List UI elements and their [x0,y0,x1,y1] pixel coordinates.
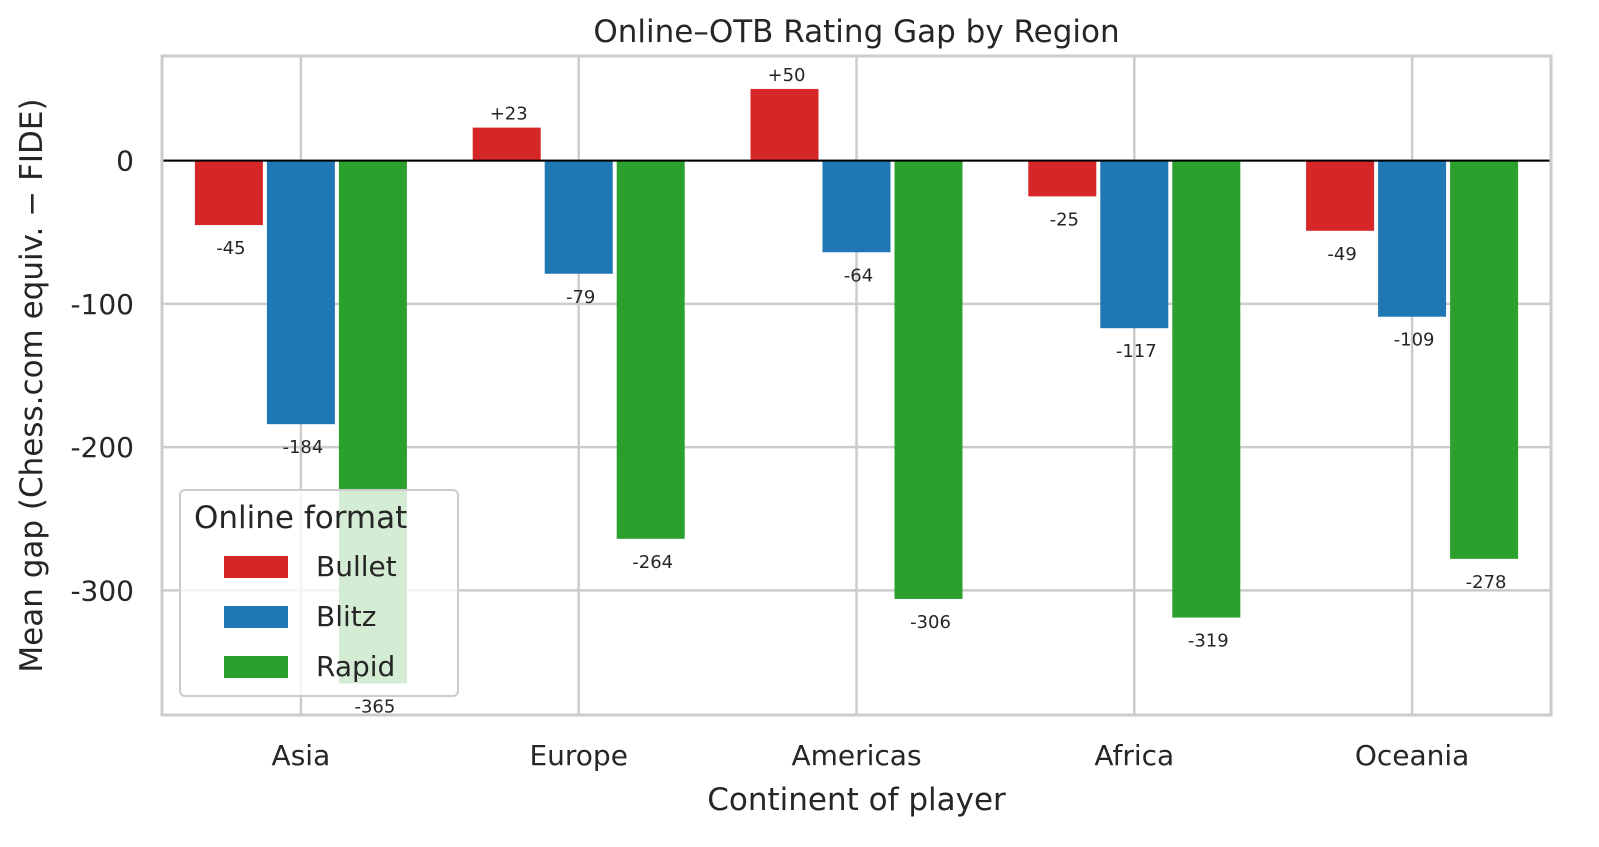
data-label-bullet-americas: +50 [768,65,806,86]
data-label-rapid-asia: -365 [354,696,395,717]
bar-bullet-americas[interactable] [750,88,819,161]
y-tick-label: -100 [70,288,134,321]
data-label-blitz-europe: -79 [566,287,595,308]
data-label-bullet-europe: +23 [490,104,528,125]
bar-blitz-oceania[interactable] [1378,160,1447,317]
data-label-blitz-americas: -64 [844,265,873,286]
bar-blitz-americas[interactable] [822,160,891,253]
bar-bullet-asia[interactable] [194,160,263,226]
legend-swatch-bullet [224,556,288,578]
x-tick-label-oceania: Oceania [1355,739,1470,772]
bar-blitz-africa[interactable] [1100,160,1169,329]
chart-title: Online–OTB Rating Gap by Region [593,14,1119,50]
plot-frame [160,54,1553,717]
data-label-rapid-africa: -319 [1188,631,1229,652]
bar-rapid-oceania[interactable] [1450,160,1519,559]
data-label-bullet-oceania: -49 [1327,244,1356,265]
bar-bullet-africa[interactable] [1028,160,1097,197]
plot-area: -45 -184 -365 +23 -79 -264 +50 -64 -306 -25 -117 -3… [70,54,1553,772]
legend[interactable]: Online format Bullet Blitz Rapid [179,489,459,697]
legend-swatch-blitz [224,606,288,628]
x-tick-label-europe: Europe [529,739,627,772]
data-label-rapid-oceania: -278 [1466,572,1507,593]
x-tick-label-africa: Africa [1094,739,1174,772]
y-axis-label: Mean gap (Chess.com equiv. − FIDE) [14,98,50,672]
bar-rapid-americas[interactable] [894,160,963,599]
legend-frame [179,489,459,697]
data-label-bullet-asia: -45 [216,238,245,259]
data-label-rapid-europe: -264 [632,552,673,573]
x-axis-label: Continent of player [707,782,1006,818]
legend-swatch-rapid [224,656,288,678]
legend-label-rapid: Rapid [316,650,395,683]
data-label-blitz-oceania: -109 [1394,330,1435,351]
data-label-blitz-africa: -117 [1116,341,1157,362]
legend-label-blitz: Blitz [316,600,376,633]
data-label-bullet-africa: -25 [1050,209,1079,230]
legend-title: Online format [194,500,407,536]
bar-blitz-asia[interactable] [266,160,335,425]
x-tick-label-americas: Americas [791,739,921,772]
legend-label-bullet: Bullet [316,550,397,583]
data-label-rapid-americas: -306 [910,612,951,633]
y-tick-label: -200 [70,431,134,464]
bar-rapid-europe[interactable] [616,160,685,539]
bar-bullet-oceania[interactable] [1306,160,1375,231]
y-tick-label: 0 [116,145,134,178]
y-tick-label: -300 [70,574,134,607]
x-tick-label-asia: Asia [272,739,331,772]
bar-bullet-europe[interactable] [472,127,541,161]
bar-rapid-africa[interactable] [1172,160,1241,618]
bar-blitz-europe[interactable] [544,160,613,274]
data-label-blitz-asia: -184 [282,437,323,458]
